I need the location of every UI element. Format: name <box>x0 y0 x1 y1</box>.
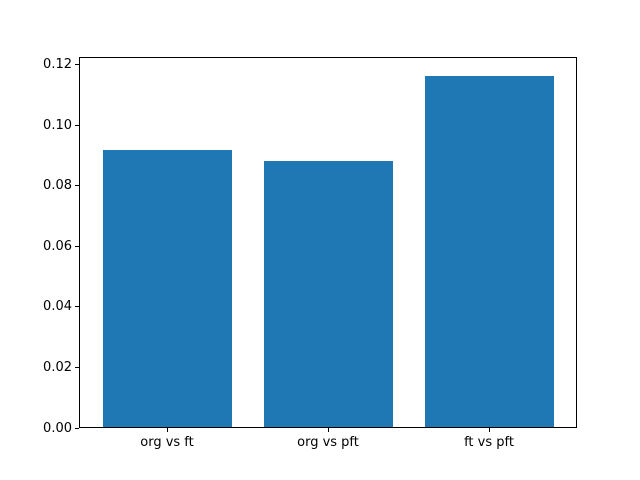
bar-ft-vs-pft <box>425 76 554 427</box>
x-tick-mark <box>489 428 490 432</box>
y-tick-mark <box>75 428 79 429</box>
y-tick-label: 0.04 <box>43 299 72 314</box>
y-tick-label: 0.08 <box>43 178 72 193</box>
y-tick-mark <box>75 125 79 126</box>
y-tick-label: 0.02 <box>43 360 72 375</box>
y-tick-label: 0.06 <box>43 239 72 254</box>
y-tick-mark <box>75 367 79 368</box>
y-tick-mark <box>75 185 79 186</box>
y-tick-mark <box>75 246 79 247</box>
x-tick-label-ft-vs-pft: ft vs pft <box>464 435 514 450</box>
x-tick-label-org-vs-ft: org vs ft <box>140 435 194 450</box>
y-tick-label: 0.12 <box>43 57 72 72</box>
bar-org-vs-pft <box>264 161 393 427</box>
y-tick-label: 0.10 <box>43 118 72 133</box>
bar-org-vs-ft <box>103 150 232 427</box>
x-tick-mark <box>167 428 168 432</box>
y-tick-label: 0.00 <box>43 421 72 436</box>
y-tick-mark <box>75 306 79 307</box>
plot-area <box>79 57 577 428</box>
x-tick-label-org-vs-pft: org vs pft <box>297 435 359 450</box>
x-tick-mark <box>328 428 329 432</box>
y-tick-mark <box>75 64 79 65</box>
